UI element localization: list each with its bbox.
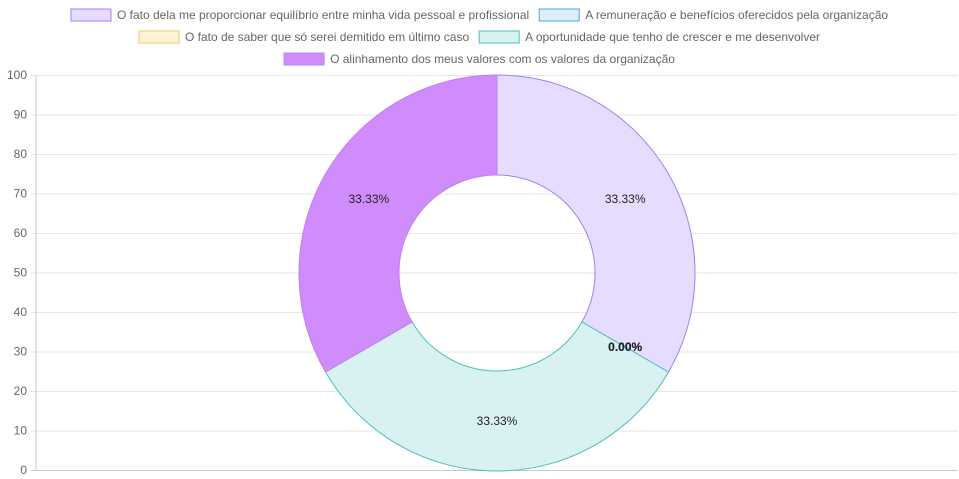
y-tick-label: 80: [14, 147, 28, 161]
y-tick-label: 20: [14, 384, 28, 398]
slice-percent-label: 33.33%: [348, 192, 389, 206]
legend-swatch: [70, 8, 112, 22]
y-tick-label: 10: [14, 424, 28, 438]
legend-item[interactable]: A oportunidade que tenho de crescer e me…: [478, 30, 820, 44]
legend-label: O fato de saber que só serei demitido em…: [185, 30, 469, 44]
legend-swatch: [538, 8, 580, 22]
legend-item[interactable]: O fato de saber que só serei demitido em…: [138, 30, 469, 44]
legend-swatch: [138, 30, 180, 44]
legend: O fato dela me proporcionar equilíbrio e…: [70, 8, 888, 66]
legend-item[interactable]: O alinhamento dos meus valores com os va…: [283, 52, 675, 66]
y-tick-label: 50: [14, 266, 28, 280]
legend-swatch: [283, 52, 325, 66]
y-tick-label: 70: [14, 187, 28, 201]
legend-label: A remuneração e benefícios oferecidos pe…: [585, 8, 888, 22]
doughnut-slice[interactable]: [324, 321, 670, 472]
y-tick-label: 60: [14, 226, 28, 240]
y-tick-label: 100: [7, 68, 27, 82]
doughnut-slice[interactable]: [298, 74, 498, 373]
legend-label: O fato dela me proporcionar equilíbrio e…: [117, 8, 529, 22]
y-tick-label: 0: [20, 463, 27, 477]
slice-percent-label: 0.00%: [608, 340, 642, 354]
y-tick-label: 40: [14, 305, 28, 319]
slice-percent-label: 0.00%: [608, 340, 642, 354]
y-axis: 0 10 20 30 40 50 60 70 80 90 100: [7, 68, 37, 477]
y-tick-label: 30: [14, 345, 28, 359]
legend-label: A oportunidade que tenho de crescer e me…: [525, 30, 820, 44]
doughnut-slices: [298, 74, 696, 472]
legend-label: O alinhamento dos meus valores com os va…: [330, 52, 675, 66]
legend-swatch: [478, 30, 520, 44]
legend-item[interactable]: A remuneração e benefícios oferecidos pe…: [538, 8, 888, 22]
y-tick-label: 90: [14, 108, 28, 122]
doughnut-slice[interactable]: [496, 74, 696, 373]
slice-percent-label: 33.33%: [605, 192, 646, 206]
legend-item[interactable]: O fato dela me proporcionar equilíbrio e…: [70, 8, 529, 22]
slice-percent-label: 33.33%: [477, 414, 518, 428]
percent-labels: 33.33%0.00%0.00%33.33%33.33%: [348, 192, 645, 428]
